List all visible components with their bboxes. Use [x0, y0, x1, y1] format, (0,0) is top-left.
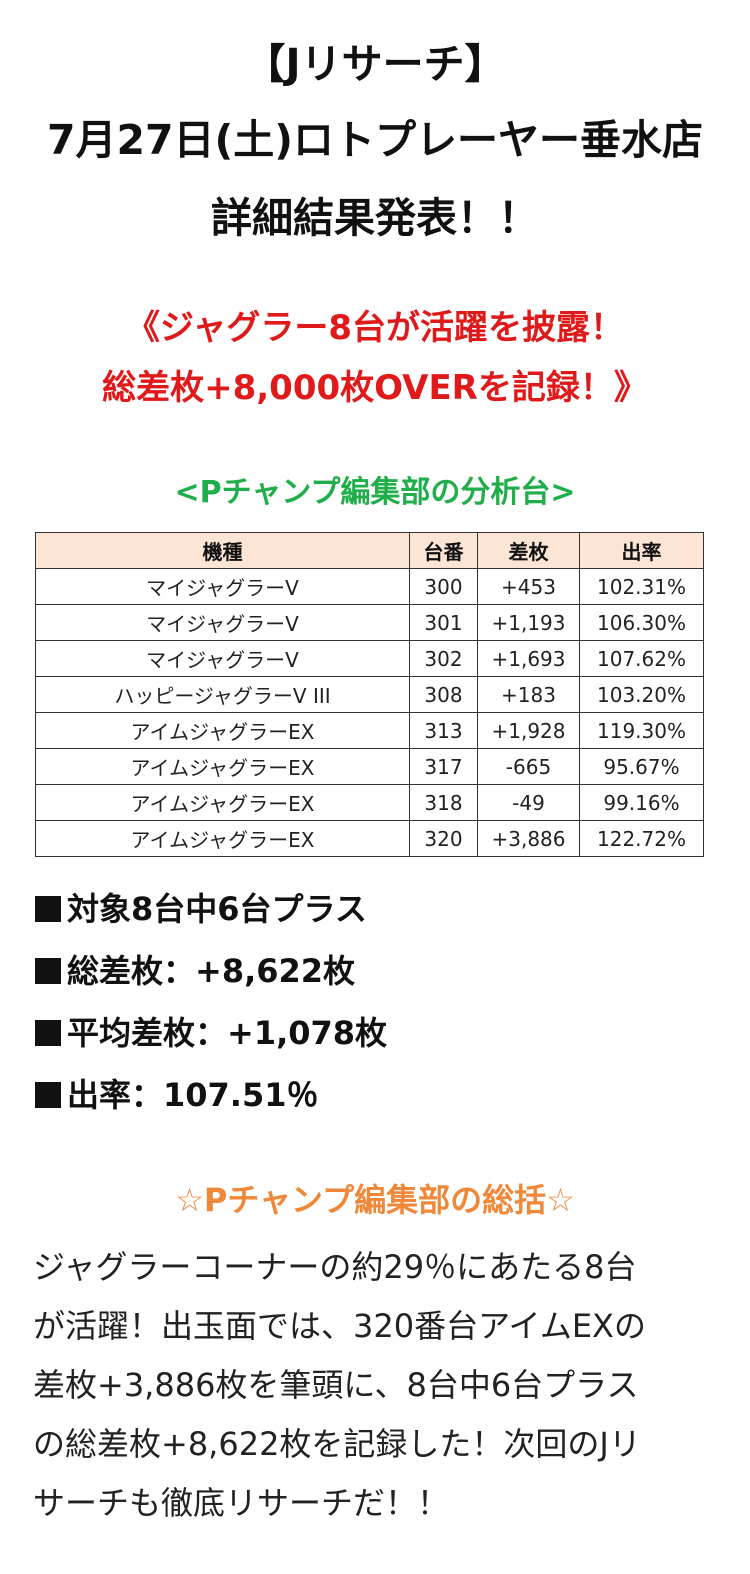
cell-rate: 95.67% — [579, 748, 704, 785]
table-row: アイムジャグラーEX 317 -665 95.67% — [35, 748, 704, 785]
square-bullet-icon — [35, 1082, 61, 1108]
cell-number: 300 — [409, 568, 478, 605]
cell-machine: アイムジャグラーEX — [35, 712, 410, 749]
summary-body: ジャグラーコーナーの約29％にあたる8台 が活躍！出玉面では、320番台アイムE… — [33, 1238, 723, 1533]
cell-number: 301 — [409, 604, 478, 641]
stat-plus-count: 対象8台中6台プラス — [35, 893, 367, 925]
stat-text: 出率：107.51％ — [67, 1076, 319, 1114]
table-row: アイムジャグラーEX 320 +3,886 122.72% — [35, 820, 704, 857]
cell-number: 317 — [409, 748, 478, 785]
stat-text: 対象8台中6台プラス — [67, 890, 367, 928]
cell-number: 302 — [409, 640, 478, 677]
cell-rate: 106.30% — [579, 604, 704, 641]
cell-rate: 107.62% — [579, 640, 704, 677]
summary-line: ジャグラーコーナーの約29％にあたる8台 — [33, 1248, 637, 1286]
col-header-number: 台番 — [409, 532, 478, 569]
table-row: アイムジャグラーEX 313 +1,928 119.30% — [35, 712, 704, 749]
summary-line: が活躍！出玉面では、320番台アイムEXの — [33, 1307, 646, 1345]
cell-machine: アイムジャグラーEX — [35, 784, 410, 821]
col-header-rate: 出率 — [579, 532, 704, 569]
table-row: マイジャグラーV 301 +1,193 106.30% — [35, 604, 704, 641]
cell-diff: -49 — [477, 784, 580, 821]
table-row: マイジャグラーV 302 +1,693 107.62% — [35, 640, 704, 677]
cell-number: 308 — [409, 676, 478, 713]
cell-rate: 102.31% — [579, 568, 704, 605]
headline-line-2: 総差枚+8,000枚OVERを記録！》 — [102, 368, 648, 408]
cell-rate: 119.30% — [579, 712, 704, 749]
stat-text: 総差枚：+8,622枚 — [67, 952, 356, 990]
table-header-row: 機種 台番 差枚 出率 — [35, 532, 704, 569]
stat-payout-rate: 出率：107.51％ — [35, 1079, 319, 1111]
cell-rate: 99.16% — [579, 784, 704, 821]
section-title: <Pチャンプ編集部の分析台> — [174, 475, 576, 510]
cell-diff: +183 — [477, 676, 580, 713]
stat-total-diff: 総差枚：+8,622枚 — [35, 955, 355, 987]
square-bullet-icon — [35, 958, 61, 984]
cell-machine: マイジャグラーV — [35, 640, 410, 677]
cell-machine: アイムジャグラーEX — [35, 748, 410, 785]
cell-diff: +453 — [477, 568, 580, 605]
cell-rate: 122.72% — [579, 820, 704, 857]
table-row: アイムジャグラーEX 318 -49 99.16% — [35, 784, 704, 821]
summary-line: サーチも徹底リサーチだ！！ — [33, 1484, 450, 1522]
stat-average-diff: 平均差枚：+1,078枚 — [35, 1017, 387, 1049]
title-bracket: 【Jリサーチ】 — [244, 40, 506, 88]
cell-machine: アイムジャグラーEX — [35, 820, 410, 857]
summary-line: の総差枚+8,622枚を記録した！次回のJリ — [33, 1425, 641, 1463]
cell-rate: 103.20% — [579, 676, 704, 713]
col-header-diff: 差枚 — [477, 532, 580, 569]
title-announcement: 詳細結果発表！！ — [211, 194, 539, 242]
cell-diff: +3,886 — [477, 820, 580, 857]
results-table: 機種 台番 差枚 出率 マイジャグラーV 300 +453 102.31% マイ… — [35, 532, 704, 857]
title-date-store: 7月27日(土)ロトプレーヤー垂水店 — [46, 116, 704, 164]
cell-diff: -665 — [477, 748, 580, 785]
cell-diff: +1,928 — [477, 712, 580, 749]
cell-number: 320 — [409, 820, 478, 857]
cell-machine: マイジャグラーV — [35, 604, 410, 641]
cell-diff: +1,193 — [477, 604, 580, 641]
table-row: マイジャグラーV 300 +453 102.31% — [35, 568, 704, 605]
cell-machine: マイジャグラーV — [35, 568, 410, 605]
headline-line-1: 《ジャグラー8台が活躍を披露！ — [126, 308, 624, 348]
cell-machine: ハッピージャグラーV III — [35, 676, 410, 713]
summary-title: ☆Pチャンプ編集部の総括☆ — [175, 1181, 575, 1219]
cell-diff: +1,693 — [477, 640, 580, 677]
cell-number: 313 — [409, 712, 478, 749]
square-bullet-icon — [35, 1020, 61, 1046]
col-header-machine: 機種 — [35, 532, 410, 569]
stat-text: 平均差枚：+1,078枚 — [67, 1014, 388, 1052]
square-bullet-icon — [35, 896, 61, 922]
cell-number: 318 — [409, 784, 478, 821]
table-row: ハッピージャグラーV III 308 +183 103.20% — [35, 676, 704, 713]
summary-line: 差枚+3,886枚を筆頭に、8台中6台プラス — [33, 1366, 639, 1404]
